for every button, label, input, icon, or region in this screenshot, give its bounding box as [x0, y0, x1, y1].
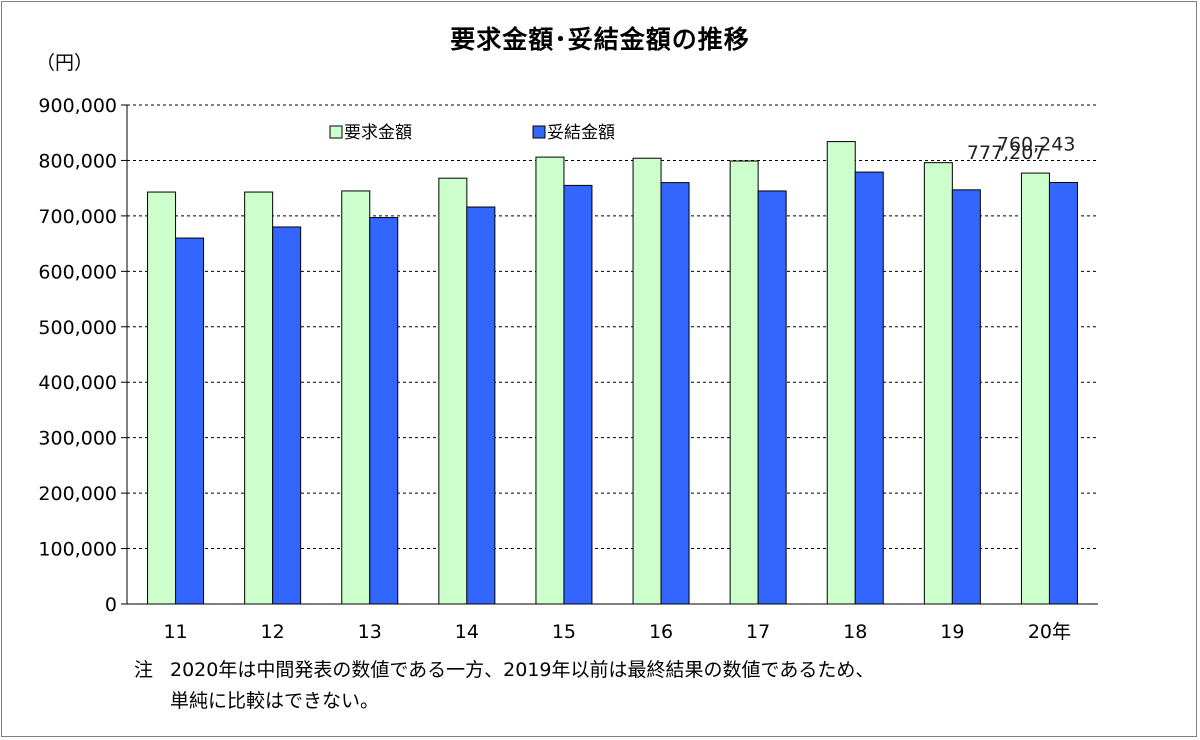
y-tick-label: 900,000 — [38, 95, 117, 117]
bar-settled — [563, 184, 593, 605]
gridlines — [121, 104, 1098, 605]
bar-demand — [1020, 172, 1050, 605]
bar-demand — [535, 156, 565, 605]
x-tick-label: 16 — [649, 621, 673, 643]
bar-settled — [466, 206, 496, 605]
footnote-mark: 注 — [134, 659, 154, 681]
bar-settled — [369, 217, 399, 605]
x-tick-label: 17 — [746, 621, 770, 643]
y-tick-label: 300,000 — [38, 428, 117, 450]
bar-demand — [147, 191, 177, 605]
bar-demand — [923, 162, 953, 605]
axes — [126, 105, 1098, 605]
data-label: 777,207 — [967, 142, 1046, 164]
bar-demand — [244, 191, 274, 605]
x-tick-label: 19 — [940, 621, 964, 643]
bar-demand — [341, 190, 371, 605]
x-tick-label: 14 — [455, 621, 479, 643]
bar-settled — [951, 189, 981, 605]
bar-settled — [272, 226, 302, 605]
bar-settled — [1048, 181, 1078, 605]
x-tick-label: 12 — [261, 621, 285, 643]
y-tick-label: 100,000 — [38, 539, 117, 561]
y-tick-label: 200,000 — [38, 483, 117, 505]
x-tick-label: 13 — [358, 621, 382, 643]
y-tick-label: 600,000 — [38, 261, 117, 283]
x-tick-label: 11 — [163, 621, 187, 643]
bar-settled — [175, 237, 205, 605]
x-tick-label: 20年 — [1028, 621, 1071, 643]
footnote-line-2: 単純に比較はできない。 — [170, 690, 380, 712]
bar-settled — [757, 190, 787, 605]
bar-settled — [660, 182, 690, 605]
y-tick-label: 500,000 — [38, 317, 117, 339]
legend: 要求金額 妥結金額 — [329, 123, 615, 143]
bar-settled — [854, 171, 884, 605]
y-axis-unit-label: （円） — [36, 52, 94, 74]
bar-demand — [729, 160, 759, 605]
legend-swatch — [329, 125, 343, 139]
data-label: 760,243 — [997, 133, 1076, 155]
bar-demand — [438, 177, 468, 605]
x-tick-label: 15 — [552, 621, 576, 643]
bar-demand — [826, 141, 856, 605]
x-tick-label: 18 — [843, 621, 867, 643]
bars — [147, 141, 1078, 605]
y-tick-label: 800,000 — [38, 150, 117, 172]
y-tick-label: 700,000 — [38, 206, 117, 228]
y-tick-label: 400,000 — [38, 372, 117, 394]
legend-label: 妥結金額 — [547, 123, 615, 143]
legend-swatch — [532, 125, 546, 139]
bar-demand — [632, 157, 662, 605]
legend-label: 要求金額 — [344, 123, 412, 143]
footnote: 注 2020年は中間発表の数値である一方、2019年以前は最終結果の数値であるため… — [134, 655, 874, 717]
y-tick-labels: 0 100,000 200,000 300,000 400,000 500,000 600,… — [38, 95, 117, 616]
x-tick-labels: 11 12 13 14 15 16 17 18 19 20年 — [163, 621, 1071, 643]
y-tick-label: 0 — [105, 594, 117, 616]
chart-title: 要求金額･妥結金額の推移 — [450, 25, 750, 54]
footnote-line-1: 2020年は中間発表の数値である一方、2019年以前は最終結果の数値であるため、 — [170, 659, 875, 681]
